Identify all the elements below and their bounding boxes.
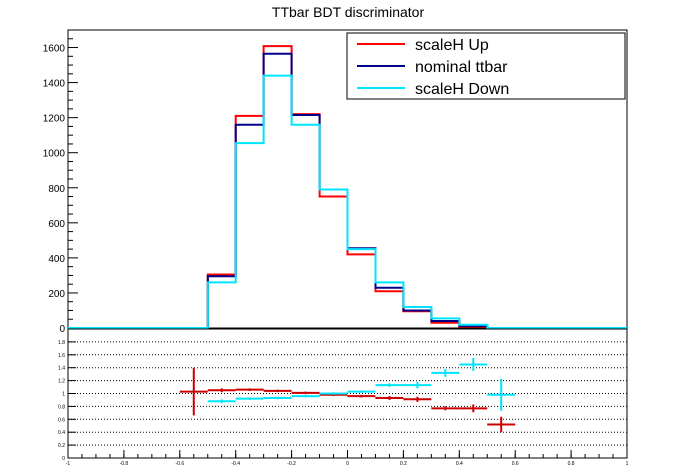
ratio-y-tick-label: 1.2 <box>58 379 65 385</box>
ratio-x-tick-label: 0.4 <box>456 461 463 467</box>
y-tick-label: 1600 <box>43 44 66 55</box>
legend-label: nominal ttbar <box>415 59 508 76</box>
legend-label: scaleH Up <box>415 37 489 54</box>
y-tick-label: 800 <box>48 184 65 195</box>
legend-label: scaleH Down <box>415 81 509 98</box>
y-tick-label: 1000 <box>43 149 66 160</box>
ratio-points <box>179 358 516 433</box>
ratio-x-tick-label: -0.8 <box>120 461 129 467</box>
ratio-x-tick-label: 1 <box>626 461 629 467</box>
ratio-y-tick-label: 0.8 <box>58 404 65 410</box>
ratio-x-tick-label: -0.4 <box>231 461 240 467</box>
y-tick-label: 200 <box>48 289 65 300</box>
ratio-y-tick-label: 1.6 <box>58 353 65 359</box>
ratio-y-tick-label: 0.2 <box>58 443 65 449</box>
ratio-y-tick-label: 1.8 <box>58 340 65 346</box>
ratio-y-tick-label: 1 <box>62 392 65 398</box>
chart-title: TTbar BDT discriminator <box>271 4 425 20</box>
y-tick-label: 400 <box>48 254 65 265</box>
ratio-y-tick-label: 0 <box>62 456 65 462</box>
ratio-x-tick-label: 0.6 <box>512 461 519 467</box>
histogram-line <box>68 74 627 329</box>
ratio-x-tick-label: -0.2 <box>287 461 296 467</box>
y-tick-label: 1400 <box>43 79 66 90</box>
y-tick-label: 0 <box>59 324 65 335</box>
upper-y-axis: 0 200 400 600 800 1000 1200 1400 1600 <box>43 38 78 335</box>
ratio-y-tick-label: 0.4 <box>58 430 65 436</box>
ratio-axes: 0 0.2 0.4 0.6 0.8 1 1.2 1.4 1.6 1.8 -1 -0.8 -0.6 -0.4… <box>58 340 629 467</box>
ratio-y-tick-label: 0.6 <box>58 417 65 423</box>
ratio-x-tick-label: 0.8 <box>568 461 575 467</box>
ratio-gridlines <box>68 341 627 446</box>
y-tick-label: 600 <box>48 219 65 230</box>
ratio-y-tick-label: 1.4 <box>58 366 65 372</box>
ratio-x-tick-label: 0 <box>346 461 349 467</box>
y-tick-label: 1200 <box>43 114 66 125</box>
legend: scaleH Up nominal ttbar scaleH Down <box>346 32 626 100</box>
ratio-x-tick-label: -1 <box>66 461 71 467</box>
ratio-x-tick-label: -0.6 <box>175 461 184 467</box>
ratio-x-tick-label: 0.2 <box>400 461 407 467</box>
histogram-series <box>68 45 627 329</box>
